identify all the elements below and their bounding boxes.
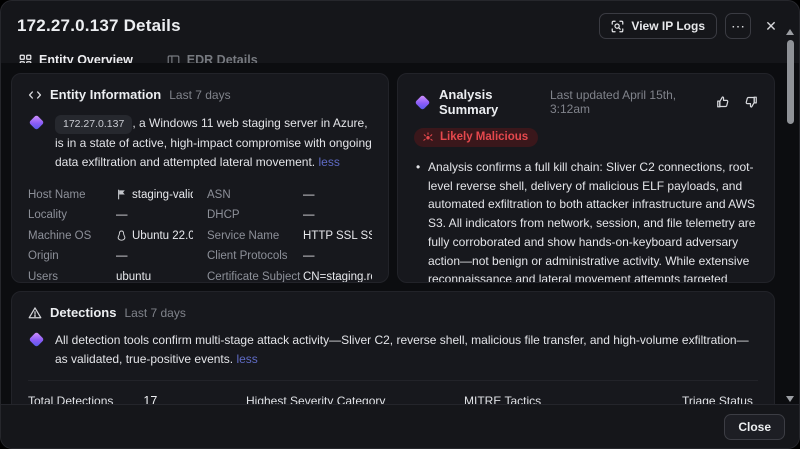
field-row-asn: ASN —	[207, 188, 315, 201]
flag-icon	[116, 189, 127, 200]
more-options-button[interactable]: ⋯	[725, 13, 751, 39]
detections-stats: Total Detections 17 Highest Severity Cat…	[28, 381, 758, 404]
likely-malicious-badge: Likely Malicious	[414, 128, 539, 147]
field-row-machine-os: Machine OS Ubuntu 22.04	[28, 229, 193, 242]
view-ip-logs-button[interactable]: View IP Logs	[599, 13, 717, 39]
total-detections-value: 17	[143, 394, 158, 404]
entity-information-period: Last 7 days	[169, 87, 231, 102]
field-row-locality: Locality —	[28, 209, 128, 222]
entity-summary-less-link[interactable]: less	[318, 154, 340, 169]
entity-fields-left: Host Name staging-validation-w... Locali…	[28, 184, 193, 283]
analysis-bullet: Analysis confirms a full kill chain: Sli…	[414, 158, 758, 283]
field-row-client-protocols: Client Protocols —	[207, 250, 315, 263]
modal-footer: Close	[1, 404, 799, 448]
field-row-certificate-subject: Certificate Subject CN=staging.rc-1.zip	[207, 270, 372, 283]
close-icon[interactable]: ✕	[765, 17, 777, 34]
penguin-icon	[116, 230, 127, 242]
field-row-users: Users ubuntu	[28, 270, 152, 283]
triage-status-label: Triage Status	[682, 394, 753, 404]
view-ip-logs-label: View IP Logs	[631, 19, 705, 33]
entity-fields-right: ASN — DHCP — Service Name HTTP SSL SSH	[207, 184, 372, 283]
ellipsis-icon: ⋯	[731, 17, 745, 34]
highest-severity-label: Highest Severity Category	[246, 394, 386, 404]
ip-chip[interactable]: 172.27.0.137	[55, 115, 133, 135]
field-row-host-name: Host Name staging-validation-w...	[28, 188, 193, 201]
malware-burst-icon	[422, 131, 434, 143]
entity-information-title: Entity Information	[50, 87, 162, 102]
highest-severity-stat: Highest Severity Category Sliver POST ur…	[246, 394, 464, 404]
field-row-service-name: Service Name HTTP SSL SSH	[207, 229, 372, 242]
entity-ai-summary: 172.27.0.137, a Windows 11 web staging s…	[28, 114, 372, 171]
likely-malicious-label: Likely Malicious	[440, 131, 529, 143]
ai-sparkle-icon	[414, 94, 431, 110]
warning-triangle-icon	[28, 306, 42, 320]
detections-summary-text: All detection tools confirm multi-stage …	[55, 333, 749, 366]
detections-panel: Detections Last 7 days All detection too…	[11, 291, 775, 404]
detections-title: Detections	[50, 305, 117, 320]
scrollbar-thumb[interactable]	[786, 40, 794, 124]
thumbs-down-icon[interactable]	[744, 95, 758, 109]
mitre-tactics-stat: MITRE Tactics	[464, 394, 682, 404]
scrollbar[interactable]	[783, 29, 797, 402]
detections-period: Last 7 days	[124, 305, 186, 320]
ai-sparkle-icon	[28, 114, 45, 131]
analysis-text-1: Analysis confirms a full kill chain: Sli…	[428, 160, 756, 283]
code-icon	[28, 88, 42, 102]
detections-ai-summary: All detection tools confirm multi-stage …	[28, 331, 758, 368]
entity-information-panel: Entity Information Last 7 days 172.27.0.…	[11, 73, 389, 283]
analysis-last-updated: Last updated April 15th, 3:12am	[550, 88, 677, 116]
thumbs-up-icon[interactable]	[716, 95, 730, 109]
field-row-dhcp: DHCP —	[207, 209, 315, 222]
close-button[interactable]: Close	[724, 413, 785, 440]
modal-content: Entity Information Last 7 days 172.27.0.…	[1, 63, 799, 404]
header-actions: View IP Logs ⋯ ✕	[599, 13, 783, 39]
triage-status-stat: Triage Status 0/17 closed	[682, 394, 758, 404]
detections-less-link[interactable]: less	[236, 351, 258, 366]
field-row-origin: Origin —	[28, 250, 128, 263]
page-title: 172.27.0.137 Details	[17, 16, 181, 35]
scan-icon	[611, 20, 624, 33]
analysis-summary-panel: Analysis Summary Last updated April 15th…	[397, 73, 775, 283]
scroll-down-icon[interactable]	[786, 396, 794, 402]
entity-summary-text: , a Windows 11 web staging server in Azu…	[55, 116, 372, 169]
ai-sparkle-icon	[28, 331, 45, 348]
mitre-tactics-label: MITRE Tactics	[464, 394, 542, 404]
scroll-up-icon[interactable]	[786, 29, 794, 35]
total-detections-label: Total Detections	[28, 394, 114, 404]
modal-header: 172.27.0.137 Details View IP Logs ⋯ ✕	[1, 1, 799, 43]
total-detections-stat: Total Detections 17	[28, 394, 246, 404]
analysis-summary-title: Analysis Summary	[439, 87, 499, 117]
